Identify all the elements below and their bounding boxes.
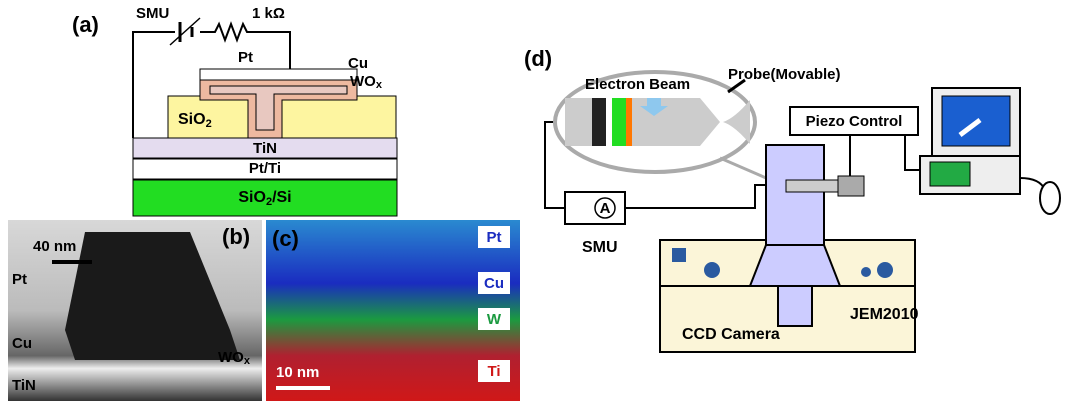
label: W — [487, 311, 502, 328]
label-part: WO — [218, 349, 244, 366]
sample-tip — [565, 98, 720, 146]
knob — [672, 248, 686, 262]
column — [766, 145, 824, 245]
knob — [861, 267, 871, 277]
panel-d: (d) A SMU Electron Beam Probe(Movable) P… — [524, 46, 1060, 352]
label: 10 nm — [276, 364, 319, 381]
wire — [625, 185, 785, 208]
panel-label: (a) — [72, 12, 99, 37]
piezo — [838, 176, 864, 196]
layer — [626, 98, 632, 146]
label: TiN — [253, 140, 277, 157]
label: Piezo Control — [806, 113, 903, 130]
label-part: SiO — [238, 189, 266, 206]
layer — [612, 98, 626, 146]
label-part: /Si — [272, 189, 292, 206]
panel-label: (b) — [222, 224, 250, 249]
panel-c: (c) Pt Cu W Ti 10 nm — [266, 220, 520, 401]
knob — [704, 262, 720, 278]
layer — [606, 98, 612, 146]
label: Pt — [12, 271, 27, 288]
label: Pt — [487, 229, 502, 246]
label-part: x — [376, 79, 383, 91]
camera — [778, 286, 812, 326]
label-part: 2 — [206, 118, 212, 130]
label: SMU — [136, 5, 169, 22]
panel-a: (a) SMU 1 kΩ Pt Cu WOx SiO2 TiN Pt/Ti Si… — [72, 5, 397, 216]
mouse — [1040, 182, 1060, 214]
label-part: SiO — [178, 111, 206, 128]
layer — [200, 69, 357, 80]
holder — [786, 180, 838, 192]
label: Ti — [487, 363, 500, 380]
label: Cu — [12, 335, 32, 352]
label: Pt — [238, 49, 253, 66]
label: Cu — [484, 275, 504, 292]
label: 1 kΩ — [252, 5, 285, 22]
label: JEM2010 — [850, 306, 919, 323]
label: SMU — [582, 239, 618, 256]
label-part: x — [244, 355, 251, 367]
label: 40 nm — [33, 238, 76, 255]
label-part: WO — [350, 73, 376, 90]
label: A — [600, 200, 611, 217]
label: TiN — [12, 377, 36, 394]
column — [750, 245, 840, 286]
panel-label: (c) — [272, 226, 299, 251]
label: Pt/Ti — [249, 160, 281, 177]
label: Cu — [348, 55, 368, 72]
label: Probe(Movable) — [728, 66, 841, 83]
label: SiO2/Si — [238, 189, 291, 208]
label: Electron Beam — [585, 76, 690, 93]
label: CCD Camera — [682, 326, 780, 343]
panel-label: (d) — [524, 46, 552, 71]
knob — [877, 262, 893, 278]
layer — [592, 98, 606, 146]
label: WOx — [350, 73, 383, 91]
panel-b: 40 nm (b) Pt Cu WOx TiN — [8, 220, 262, 401]
drive — [930, 162, 970, 186]
figure: (a) SMU 1 kΩ Pt Cu WOx SiO2 TiN Pt/Ti Si… — [0, 0, 1070, 401]
